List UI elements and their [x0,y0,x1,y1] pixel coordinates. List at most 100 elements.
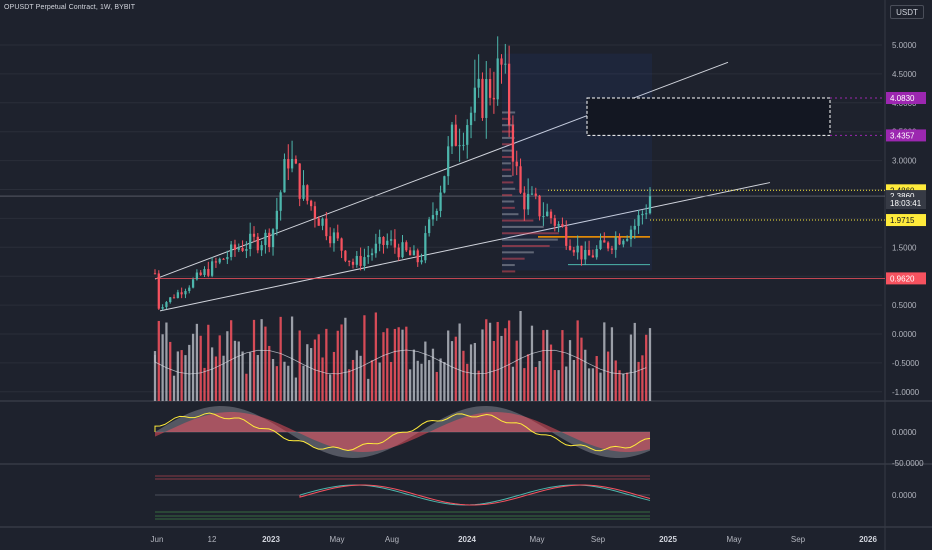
volume-bar [287,365,290,401]
candle-body [230,244,233,258]
volume-bar [184,355,187,401]
candle-body [336,232,339,239]
range-highlight [502,53,652,271]
volume-bar [618,370,621,401]
candle [188,285,191,294]
volume-bar [157,320,160,401]
volume-bar [363,315,366,401]
volume-profile-bar [502,225,544,228]
candle [207,261,210,278]
candle-body [389,239,393,241]
volume-bar [610,327,614,401]
volume-bar [458,323,461,401]
candle-body [405,242,408,251]
volume-bar [180,350,183,401]
candle-body [534,193,537,196]
volume-profile-bar [502,168,511,171]
volume-bar [584,349,587,401]
volume-profile-bar [502,162,511,165]
volume-bar [169,341,172,401]
candle [458,128,461,162]
candle-body [355,255,358,265]
volume-bar [504,328,507,401]
candle [428,216,431,237]
candle [546,203,549,217]
candle [622,239,625,248]
volume-profile-bar [502,213,519,216]
candle [599,233,602,251]
volume-bar [226,331,229,401]
volume-bar [420,363,423,401]
price-label-text: 2.3860 [890,192,915,201]
candle-body [450,124,454,147]
volume-bar [629,334,633,401]
volume-bar [450,341,454,401]
volume-profile-bar [502,257,525,260]
volume-bar [397,327,400,401]
candle-body [412,250,416,256]
volume-bar [161,334,164,401]
candle [290,140,294,173]
volume-bar [245,373,248,401]
price-tick-label: -1.0000 [892,388,920,397]
candle-body [435,210,438,216]
time-tick-label: 2025 [659,535,677,544]
volume-bar [599,372,602,401]
candle [226,250,229,265]
volume-bar [210,347,214,401]
volume-bar [595,356,598,401]
candle-body [203,269,206,275]
candle [401,234,404,259]
volume-bar [614,360,617,401]
volume-bar [306,344,309,401]
candle [485,61,488,139]
candle-body [629,229,633,240]
volume-bar [222,355,225,401]
candle [431,202,435,226]
candle-body [473,87,476,113]
candle [370,248,374,261]
candle [271,228,275,256]
candle-body [260,245,263,251]
volume-bar [527,354,530,401]
candle [218,257,221,265]
candle-body [348,260,351,262]
candle [648,187,652,215]
candle [294,155,298,165]
volume-profile-bar [502,270,516,273]
candle [641,210,644,225]
volume-profile-bar [502,251,534,254]
volume-profile-bar [502,206,515,209]
candle [576,235,579,260]
candle-body [386,240,389,245]
volume-bar [176,351,179,401]
candle [256,233,259,254]
candle [473,59,476,122]
price-tick-label: 1.5000 [892,243,917,252]
volume-bar [591,368,595,401]
candle [363,248,366,271]
candle [447,136,450,185]
volume-profile-bar [502,232,559,235]
candle-body [340,238,343,251]
candle-body [408,250,412,256]
volume-bar [264,326,267,401]
volume-bar [329,374,332,401]
volume-bar [207,324,210,401]
chart-title: OPUSDT Perpetual Contract, 1W, BYBIT [4,4,136,11]
candle-body [191,279,195,288]
candle [161,304,164,311]
volume-bar [481,329,484,401]
candle-body [485,79,488,118]
volume-bar [340,324,343,401]
time-tick-label: May [726,535,741,544]
volume-bar [633,322,636,401]
candle [466,119,469,159]
volume-bar [283,361,286,401]
candle-body [309,200,313,207]
candle-body [477,78,480,88]
candle [557,221,560,233]
candle-body [462,144,465,146]
currency-button[interactable]: USDT [890,5,924,19]
